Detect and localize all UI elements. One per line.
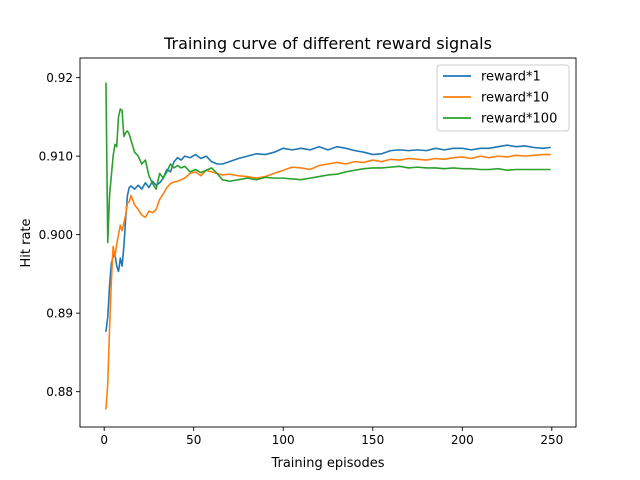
- legend-box: [436, 64, 570, 132]
- series-line-3: [105, 82, 551, 244]
- x-tick-label: 50: [186, 433, 201, 447]
- chart-title: Training curve of different reward signa…: [163, 34, 492, 53]
- legend-entry: reward*100: [481, 112, 557, 127]
- x-tick-label: 200: [451, 433, 474, 447]
- y-axis-label: Hit rate: [19, 218, 34, 267]
- x-tick-label: 250: [540, 433, 563, 447]
- y-tick-label: 0.88: [46, 385, 73, 399]
- x-tick-label: 150: [361, 433, 384, 447]
- axes-frame: [79, 57, 577, 428]
- legend-entry: reward*1: [481, 70, 541, 85]
- y-tick-label: 0.89: [46, 307, 73, 321]
- axes: 0 50 100 150 200 250 0.88 0.89 0.900 0.910 0.92: [39, 57, 577, 447]
- y-tick-label: 0.92: [46, 71, 73, 85]
- series-line-2: [105, 153, 551, 410]
- x-axis-label: Training episodes: [270, 456, 384, 471]
- legend: reward*1 reward*10 reward*100: [436, 64, 570, 132]
- legend-entry: reward*10: [481, 91, 549, 106]
- y-tick-label: 0.900: [39, 228, 73, 242]
- series-line-1: [105, 144, 551, 333]
- y-tick-label: 0.910: [39, 150, 73, 164]
- series-lines: [105, 82, 551, 410]
- x-tick-label: 0: [100, 433, 108, 447]
- x-tick-label: 100: [272, 433, 295, 447]
